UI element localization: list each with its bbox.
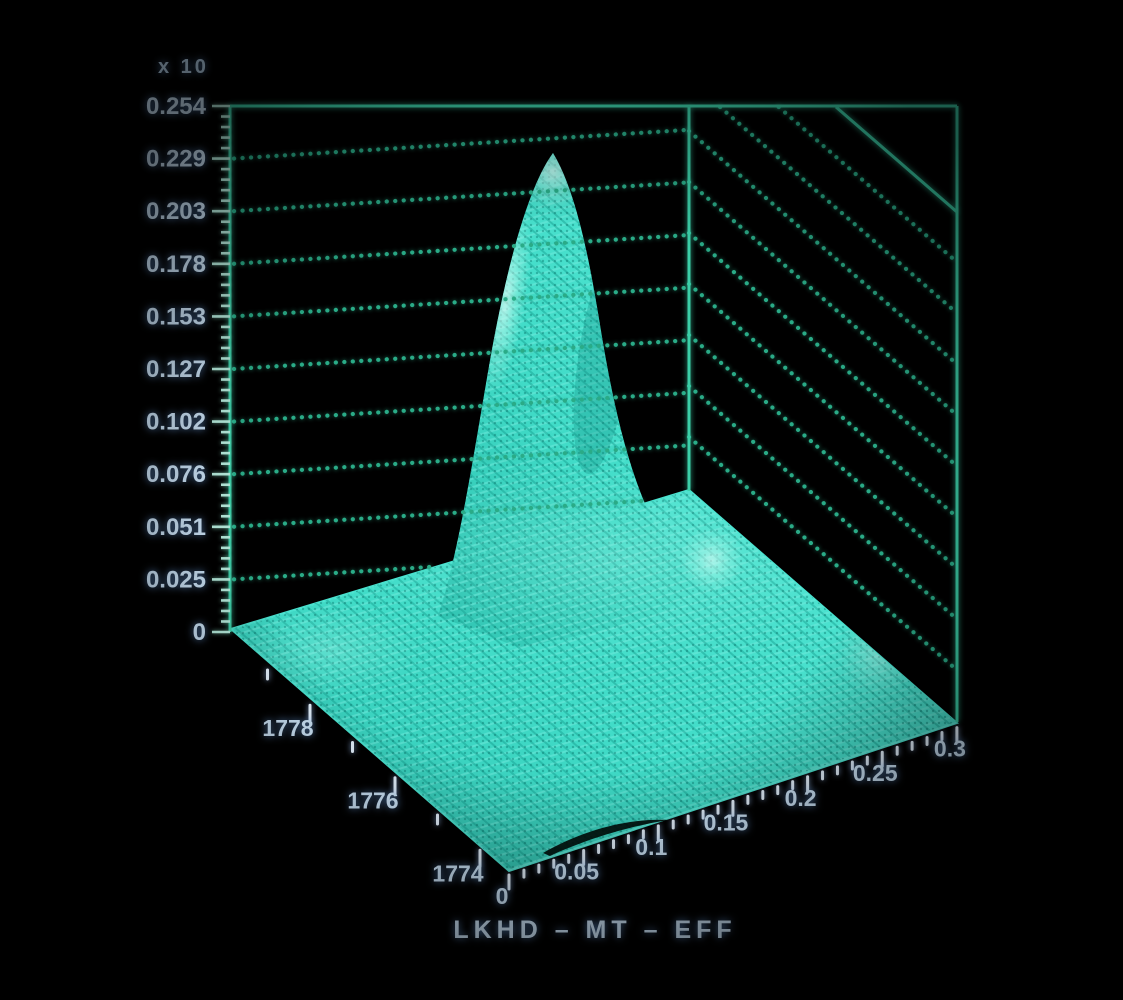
z-tick-label: 0.203	[146, 198, 206, 225]
right-wall-gridline	[686, 179, 960, 418]
eff-tick-label: 0.25	[853, 760, 898, 786]
eff-tick-label: 0.05	[554, 858, 599, 884]
eff-tick-label: 0	[496, 883, 509, 909]
left-wall-gridline	[231, 127, 692, 161]
mt-tick-label: 1778	[262, 715, 313, 741]
left-wall-gridline	[231, 232, 692, 266]
left-wall-gridline	[231, 390, 692, 424]
right-wall-gridline	[717, 104, 960, 316]
z-tick-label: 0.051	[146, 514, 206, 541]
eff-tick-label: 0.1	[635, 834, 667, 860]
right-wall-gridline	[686, 281, 960, 520]
right-wall-gridline	[686, 230, 960, 469]
z-tick-label: 0.102	[146, 409, 206, 436]
right-wall-gridline	[686, 128, 960, 367]
z-tick-label: 0	[193, 619, 206, 646]
eff-tick-label: 0.15	[704, 809, 749, 835]
left-wall-gridline	[231, 180, 692, 214]
z-axis-multiplier: x 10	[158, 56, 209, 78]
mt-tick-label: 1774	[432, 860, 483, 886]
eff-tick-label: 0.3	[934, 736, 966, 762]
z-tick-label: 0.229	[146, 146, 206, 173]
z-tick-label: 0.076	[146, 461, 206, 488]
mt-tick-label: 1776	[347, 788, 398, 814]
z-axis: 0.254 0.229 0.203 0.178 0.153 0.127 0.102 0.076…	[146, 93, 230, 646]
left-wall-gridline	[231, 338, 692, 372]
eff-tick-label: 0.2	[785, 785, 817, 811]
right-wall-solid-gridline	[835, 105, 958, 214]
chart-title: LKHD – MT – EFF	[453, 916, 736, 944]
z-tick-label: 0.153	[146, 303, 206, 330]
z-tick-label: 0.127	[146, 356, 206, 383]
left-wall-gridline	[231, 285, 692, 319]
right-wall-gridline	[776, 104, 960, 265]
z-tick-label: 0.254	[146, 93, 207, 120]
z-tick-label: 0.025	[146, 566, 206, 593]
z-tick-label: 0.178	[146, 251, 206, 278]
